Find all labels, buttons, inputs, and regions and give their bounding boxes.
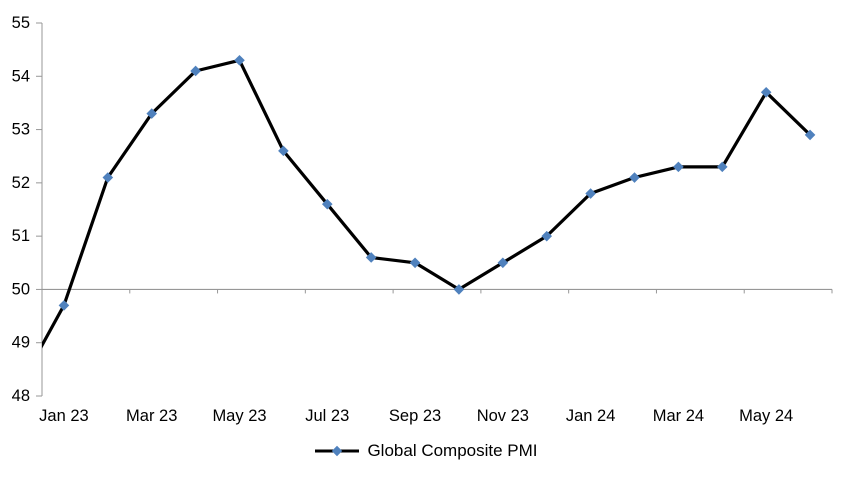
x-axis-tick-label: Jul 23 [305, 407, 349, 425]
data-point-marker [321, 198, 333, 210]
y-axis-tick-label: 51 [12, 227, 30, 245]
x-axis-tick-label: May 23 [212, 407, 266, 425]
data-point-marker [716, 161, 728, 173]
y-axis-tick-label: 52 [12, 174, 30, 192]
x-axis-tick-label: Sep 23 [389, 407, 441, 425]
y-axis-tick-label: 54 [12, 67, 30, 85]
data-point-marker [409, 257, 421, 269]
x-axis-tick-label: Nov 23 [477, 407, 529, 425]
chart-legend: Global Composite PMI [0, 441, 852, 461]
data-point-marker [629, 172, 640, 183]
legend-diamond-marker-icon [332, 445, 343, 457]
y-axis-tick-label: 50 [12, 280, 30, 298]
x-axis-tick-label: Mar 23 [126, 407, 177, 425]
data-point-marker [541, 230, 553, 242]
y-axis-tick-label: 53 [12, 121, 30, 139]
data-point-marker [365, 252, 377, 263]
data-point-marker [673, 161, 684, 173]
x-axis-tick-label: Jan 24 [566, 407, 616, 425]
y-axis-tick-label: 55 [12, 14, 30, 32]
data-point-marker [146, 108, 158, 119]
data-point-marker [497, 257, 509, 269]
data-point-marker [453, 284, 465, 295]
series-line-global-composite-pmi [42, 58, 812, 349]
data-point-marker [804, 129, 816, 141]
data-point-marker [190, 65, 201, 77]
legend-swatch [315, 445, 360, 457]
x-axis-tick-label: May 24 [739, 407, 793, 425]
y-axis-tick-label: 49 [12, 334, 30, 352]
data-point-marker [278, 145, 289, 157]
x-axis-tick-label: Mar 24 [653, 407, 704, 425]
x-axis-tick-label: Jan 23 [39, 407, 89, 425]
legend-label: Global Composite PMI [367, 441, 538, 460]
data-point-marker [760, 86, 772, 98]
data-point-marker [58, 300, 70, 311]
data-point-marker [585, 188, 596, 199]
data-point-marker [234, 55, 245, 66]
data-point-marker [102, 172, 114, 183]
y-axis-tick-label: 48 [12, 387, 30, 405]
